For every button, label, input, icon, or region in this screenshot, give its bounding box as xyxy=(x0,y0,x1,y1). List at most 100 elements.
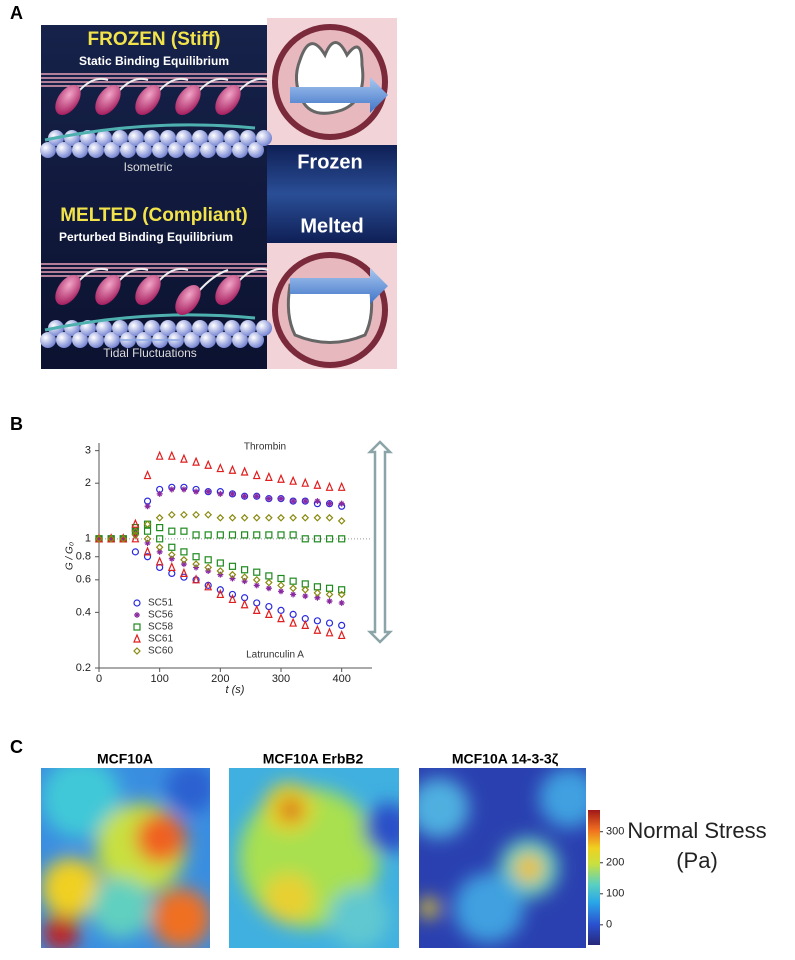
point xyxy=(302,498,309,505)
point xyxy=(155,543,164,552)
point xyxy=(131,518,140,528)
actin xyxy=(160,130,176,146)
point xyxy=(338,599,345,606)
point xyxy=(143,470,152,480)
point xyxy=(167,550,176,559)
point xyxy=(337,517,346,525)
point xyxy=(204,459,213,469)
blob xyxy=(419,898,439,918)
point xyxy=(338,621,346,630)
y-tick-label: 2 xyxy=(85,477,91,489)
point xyxy=(107,534,115,543)
point xyxy=(301,513,310,522)
point xyxy=(155,513,164,522)
point xyxy=(325,584,334,592)
point xyxy=(131,533,140,543)
blob xyxy=(364,803,399,853)
actin xyxy=(104,142,120,158)
point xyxy=(241,578,248,585)
point xyxy=(216,463,225,473)
actin xyxy=(88,142,104,158)
strand xyxy=(44,123,256,142)
point xyxy=(156,490,163,497)
point xyxy=(253,493,260,500)
x-tick-label: 300 xyxy=(272,673,290,685)
point xyxy=(228,593,237,604)
lever xyxy=(197,269,229,293)
point xyxy=(313,535,321,543)
actin xyxy=(40,142,56,158)
actin xyxy=(208,130,224,146)
point xyxy=(216,586,224,594)
colorbar-tick-label: 100 xyxy=(606,888,624,900)
band xyxy=(267,145,397,243)
map-title: MCF10A ErbB2 xyxy=(263,751,364,767)
point xyxy=(313,589,322,597)
point xyxy=(325,627,334,637)
actin xyxy=(208,320,224,336)
blob xyxy=(91,878,151,938)
myosin-head xyxy=(175,84,201,116)
actin xyxy=(72,142,88,158)
point xyxy=(143,546,152,556)
point xyxy=(265,513,273,522)
point xyxy=(338,500,345,507)
point xyxy=(289,475,298,485)
actin xyxy=(192,130,208,146)
point xyxy=(264,471,273,481)
myosin-head xyxy=(215,84,241,116)
point xyxy=(301,619,310,630)
blob xyxy=(43,915,79,948)
point xyxy=(108,535,115,542)
point xyxy=(277,531,285,539)
actin xyxy=(216,332,232,348)
point xyxy=(204,581,213,591)
point xyxy=(228,570,237,579)
point xyxy=(204,556,212,564)
point xyxy=(168,486,175,493)
point xyxy=(252,604,261,614)
point xyxy=(180,486,187,493)
point xyxy=(289,610,297,618)
colorbar-tick-label: 200 xyxy=(606,857,624,869)
point xyxy=(338,586,346,594)
blob xyxy=(454,873,524,943)
colorbar xyxy=(588,810,600,945)
colorbar-label: (Pa) xyxy=(676,848,718,873)
point xyxy=(313,617,321,625)
lever xyxy=(117,77,149,93)
point xyxy=(277,581,285,590)
map-texture xyxy=(239,783,399,948)
legend-label: SC58 xyxy=(148,622,173,633)
point xyxy=(278,588,284,595)
panel-label: B xyxy=(10,414,23,434)
point xyxy=(143,553,152,561)
point xyxy=(278,495,284,502)
actin xyxy=(176,320,192,336)
point xyxy=(216,559,224,567)
point xyxy=(277,473,285,483)
actin xyxy=(176,130,192,146)
myosin-head xyxy=(55,274,81,306)
myosin-head xyxy=(135,274,161,306)
blob xyxy=(166,768,210,813)
myosin-head xyxy=(95,84,121,116)
point xyxy=(289,513,297,522)
lever xyxy=(197,77,229,93)
point xyxy=(277,513,285,522)
point xyxy=(168,543,176,551)
actin xyxy=(40,332,56,348)
point xyxy=(193,488,200,495)
actin xyxy=(136,142,152,158)
point xyxy=(289,584,297,593)
blob xyxy=(41,768,121,838)
actin xyxy=(200,332,216,348)
point xyxy=(265,572,273,580)
map-texture xyxy=(419,768,586,943)
point xyxy=(228,513,237,522)
point xyxy=(240,513,249,522)
blob xyxy=(514,853,544,883)
actin xyxy=(88,332,104,348)
myosin-head xyxy=(135,84,161,116)
point xyxy=(96,535,102,542)
